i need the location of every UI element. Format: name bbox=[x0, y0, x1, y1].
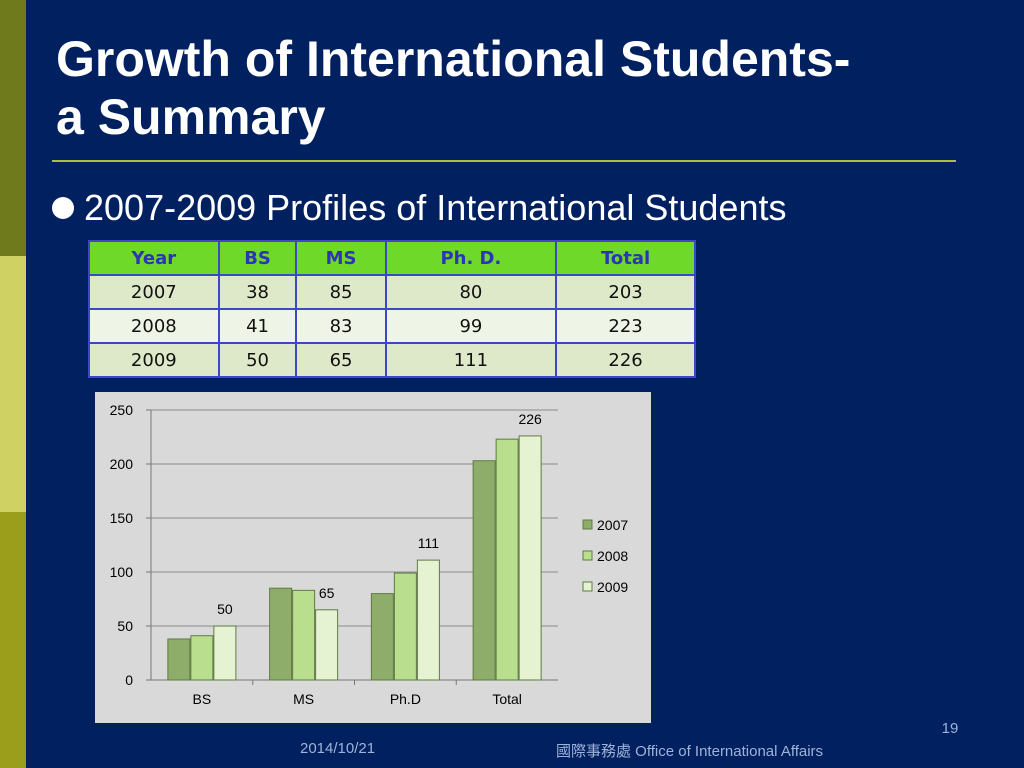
bar-chart-svg: 0 50 100 150 200 250 50 BS 65 MS 111 Ph.D 226 Total 20… bbox=[110, 402, 629, 707]
bar-2008-BS bbox=[190, 635, 214, 681]
table-header-row: Year BS MS Ph. D. Total bbox=[88, 240, 696, 276]
y-tick-label: 250 bbox=[110, 402, 134, 418]
side-strip-middle bbox=[0, 256, 26, 512]
bar-2009-Ph.D bbox=[416, 559, 440, 681]
table-cell: 83 bbox=[295, 308, 387, 344]
y-tick-label: 200 bbox=[110, 456, 134, 472]
legend-swatch-2008 bbox=[582, 550, 593, 561]
table-cell: 85 bbox=[295, 274, 387, 310]
table-row: 2009 50 65 111 226 bbox=[88, 342, 696, 378]
bar-2009-BS bbox=[213, 625, 237, 681]
page-number: 19 bbox=[941, 720, 959, 737]
bar-2008-MS bbox=[292, 589, 316, 681]
data-label: 226 bbox=[518, 411, 542, 427]
bar-2007-BS bbox=[167, 638, 191, 681]
table-cell: 38 bbox=[217, 274, 298, 310]
header-year: Year bbox=[88, 240, 220, 276]
table-cell: 226 bbox=[555, 342, 696, 378]
header-phd: Ph. D. bbox=[384, 240, 558, 276]
y-tick-label: 50 bbox=[117, 618, 133, 634]
footer-office: 國際事務處 Office of International Affairs bbox=[556, 743, 824, 760]
x-tick-label: Ph.D bbox=[390, 691, 421, 707]
table-cell: 65 bbox=[295, 342, 387, 378]
bar-2007-MS bbox=[269, 587, 293, 681]
footer-date: 2014/10/21 bbox=[300, 740, 376, 757]
legend-swatch-2007 bbox=[582, 519, 593, 530]
bar-2009-Total bbox=[518, 435, 542, 681]
bullet-dot-icon bbox=[52, 197, 74, 219]
table-row: 2008 41 83 99 223 bbox=[88, 308, 696, 344]
slide-title-line1: Growth of International Students- bbox=[56, 31, 851, 87]
table-cell: 41 bbox=[217, 308, 298, 344]
side-strip-top bbox=[0, 0, 26, 256]
legend-label-2007: 2007 bbox=[597, 517, 628, 533]
data-label: 111 bbox=[418, 535, 439, 551]
bar-2007-Total bbox=[472, 460, 496, 681]
y-tick-label: 100 bbox=[110, 564, 134, 580]
bar-2008-Ph.D bbox=[393, 572, 417, 681]
table-cell: 223 bbox=[555, 308, 696, 344]
table-cell: 80 bbox=[384, 274, 558, 310]
table-cell: 2009 bbox=[88, 342, 220, 378]
side-strip-bottom bbox=[0, 512, 26, 768]
bullet-item: 2007-2009 Profiles of International Stud… bbox=[52, 186, 786, 230]
table-cell: 50 bbox=[217, 342, 298, 378]
bar-2009-MS bbox=[315, 609, 339, 681]
bar-2007-Ph.D bbox=[370, 593, 394, 681]
data-label: 65 bbox=[319, 585, 335, 601]
data-label: 50 bbox=[217, 601, 233, 617]
table-cell: 111 bbox=[384, 342, 558, 378]
header-total: Total bbox=[555, 240, 696, 276]
bullet-text: 2007-2009 Profiles of International Stud… bbox=[84, 187, 787, 228]
table-cell: 2008 bbox=[88, 308, 220, 344]
y-tick-label: 0 bbox=[125, 672, 133, 688]
table-cell: 99 bbox=[384, 308, 558, 344]
legend-label-2009: 2009 bbox=[597, 579, 628, 595]
title-divider bbox=[52, 160, 956, 162]
profiles-table: Year BS MS Ph. D. Total 2007 38 85 80 20… bbox=[88, 240, 696, 378]
slide-title: Growth of International Students- a Summ… bbox=[56, 30, 976, 146]
bar-chart: 0 50 100 150 200 250 50 BS 65 MS 111 Ph.D 226 Total 20… bbox=[95, 392, 651, 723]
table-row: 2007 38 85 80 203 bbox=[88, 274, 696, 310]
x-tick-label: MS bbox=[293, 691, 314, 707]
y-tick-label: 150 bbox=[110, 510, 134, 526]
x-tick-label: Total bbox=[492, 691, 522, 707]
x-tick-label: BS bbox=[193, 691, 212, 707]
legend-swatch-2009 bbox=[582, 581, 593, 592]
header-ms: MS bbox=[295, 240, 387, 276]
header-bs: BS bbox=[217, 240, 298, 276]
bar-2008-Total bbox=[495, 438, 519, 681]
slide-title-line2: a Summary bbox=[56, 89, 326, 145]
table-cell: 203 bbox=[555, 274, 696, 310]
legend-label-2008: 2008 bbox=[597, 548, 628, 564]
table-cell: 2007 bbox=[88, 274, 220, 310]
